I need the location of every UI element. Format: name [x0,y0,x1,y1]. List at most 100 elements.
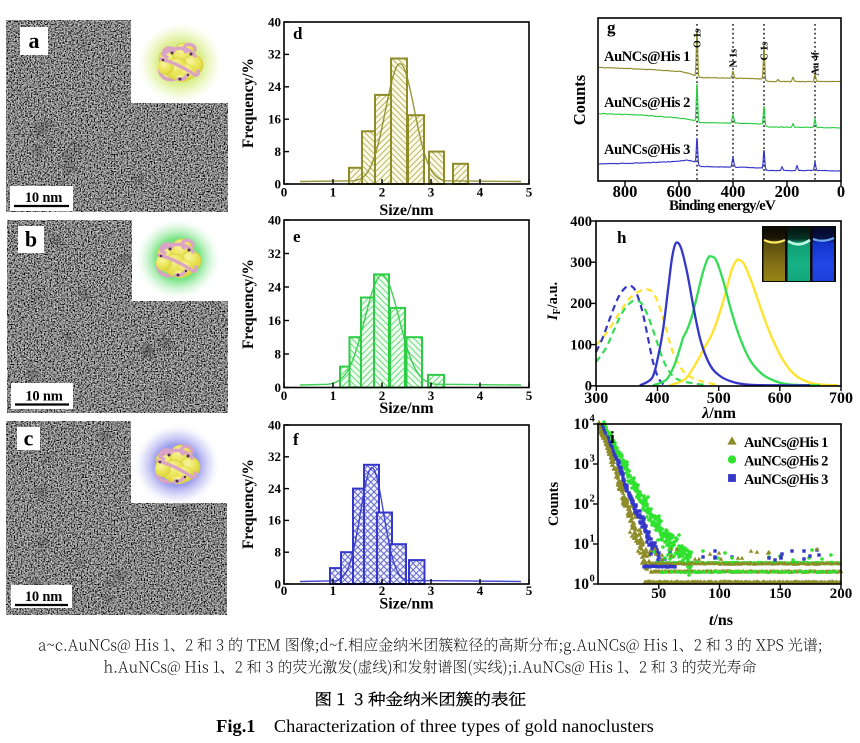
svg-text:Au 4f: Au 4f [811,51,822,75]
svg-text:16: 16 [268,513,282,528]
svg-text:t/ns: t/ns [709,612,733,629]
svg-text:10: 10 [574,576,590,593]
svg-text:100: 100 [708,586,731,602]
svg-text:Frequency/%: Frequency/% [240,259,257,349]
svg-text:0: 0 [275,576,282,591]
svg-text:8: 8 [275,545,282,560]
svg-text:IF/a.u.: IF/a.u. [545,282,563,321]
svg-text:0: 0 [837,182,845,201]
svg-text:0: 0 [275,380,282,395]
svg-text:10 nm: 10 nm [25,190,62,206]
svg-text:1: 1 [590,534,595,545]
svg-text:24: 24 [268,279,282,294]
svg-text:0: 0 [281,583,288,598]
svg-text:4: 4 [477,583,484,598]
svg-text:AuNCs@His 2: AuNCs@His 2 [604,95,690,111]
svg-text:1: 1 [330,583,337,598]
svg-text:AuNCs@His 3: AuNCs@His 3 [604,142,690,158]
svg-text:Size/nm: Size/nm [379,596,434,613]
svg-text:AuNCs@His 1: AuNCs@His 1 [604,49,690,65]
svg-text:8: 8 [275,346,282,361]
svg-text:a: a [29,28,40,53]
svg-text:32: 32 [268,246,281,261]
svg-text:e: e [293,227,301,246]
svg-text:Counts: Counts [546,481,562,526]
svg-text:24: 24 [268,79,282,94]
svg-text:b: b [25,227,37,252]
svg-text:C 1s: C 1s [760,42,771,61]
svg-text:3: 3 [428,388,435,403]
svg-text:600: 600 [768,390,792,407]
svg-text:150: 150 [769,586,792,602]
svg-text:1: 1 [330,388,337,403]
svg-text:400: 400 [570,214,592,230]
svg-text:32: 32 [268,449,281,464]
svg-text:300: 300 [584,390,608,407]
svg-text:Binding energy/eV: Binding energy/eV [669,198,776,214]
svg-text:200: 200 [830,586,853,602]
svg-text:700: 700 [829,390,853,407]
svg-text:5: 5 [526,185,533,200]
svg-text:16: 16 [268,112,282,127]
svg-text:400: 400 [721,182,746,201]
svg-text:Counts: Counts [570,74,589,125]
svg-text:0: 0 [275,176,282,191]
svg-text:3: 3 [590,454,595,465]
svg-text:10: 10 [574,496,590,513]
svg-text:100: 100 [570,337,592,353]
svg-text:16: 16 [268,313,282,328]
svg-text:600: 600 [667,182,692,201]
svg-text:10 nm: 10 nm [25,389,62,405]
svg-text:2: 2 [379,185,386,200]
svg-text:2: 2 [590,494,595,505]
svg-text:d: d [293,24,303,43]
svg-text:10: 10 [574,536,590,553]
svg-text:O 1s: O 1s [693,29,704,48]
svg-text:200: 200 [775,182,800,201]
svg-text:i: i [610,428,615,447]
svg-text:40: 40 [268,14,281,29]
svg-text:3: 3 [428,583,435,598]
svg-text:1: 1 [330,185,337,200]
svg-text:f: f [293,430,299,449]
svg-text:200: 200 [570,296,592,312]
svg-text:2: 2 [379,388,386,403]
svg-text:0: 0 [590,574,595,585]
svg-text:400: 400 [646,390,670,407]
svg-text:300: 300 [570,255,592,271]
svg-text:40: 40 [268,212,281,227]
svg-text:4: 4 [477,185,484,200]
svg-text:AuNCs@His 3: AuNCs@His 3 [744,472,828,488]
svg-text:4: 4 [590,414,596,425]
svg-text:Size/nm: Size/nm [379,202,434,219]
svg-text:8: 8 [275,144,282,159]
svg-text:Fig.1 Characterization of thr: Fig.1 Characterization of three types of… [216,716,654,736]
svg-text:h: h [617,228,627,247]
svg-text:Size/nm: Size/nm [379,400,434,417]
svg-text:3: 3 [428,185,435,200]
svg-text:0: 0 [585,379,592,395]
svg-text:c: c [24,426,34,451]
svg-text:4: 4 [477,388,484,403]
svg-text:λ/nm: λ/nm [701,405,736,422]
svg-text:10: 10 [574,456,590,473]
svg-text:AuNCs@His 1: AuNCs@His 1 [744,435,828,451]
svg-text:2: 2 [379,583,386,598]
svg-text:10 nm: 10 nm [25,589,62,605]
svg-text:0: 0 [281,185,288,200]
svg-text:0: 0 [281,388,288,403]
svg-text:50: 50 [651,586,666,602]
svg-text:40: 40 [268,417,281,432]
svg-text:Frequency/%: Frequency/% [240,58,257,148]
svg-text:500: 500 [707,390,731,407]
svg-text:5: 5 [526,583,533,598]
svg-text:800: 800 [613,182,638,201]
svg-text:g: g [607,18,616,37]
svg-text:Frequency/%: Frequency/% [240,459,257,549]
svg-text:AuNCs@His 2: AuNCs@His 2 [744,454,828,470]
svg-text:5: 5 [526,388,533,403]
svg-text:24: 24 [268,481,282,496]
svg-text:32: 32 [268,47,281,62]
svg-text:10: 10 [574,416,590,433]
svg-text:N 1s: N 1s [729,49,740,68]
